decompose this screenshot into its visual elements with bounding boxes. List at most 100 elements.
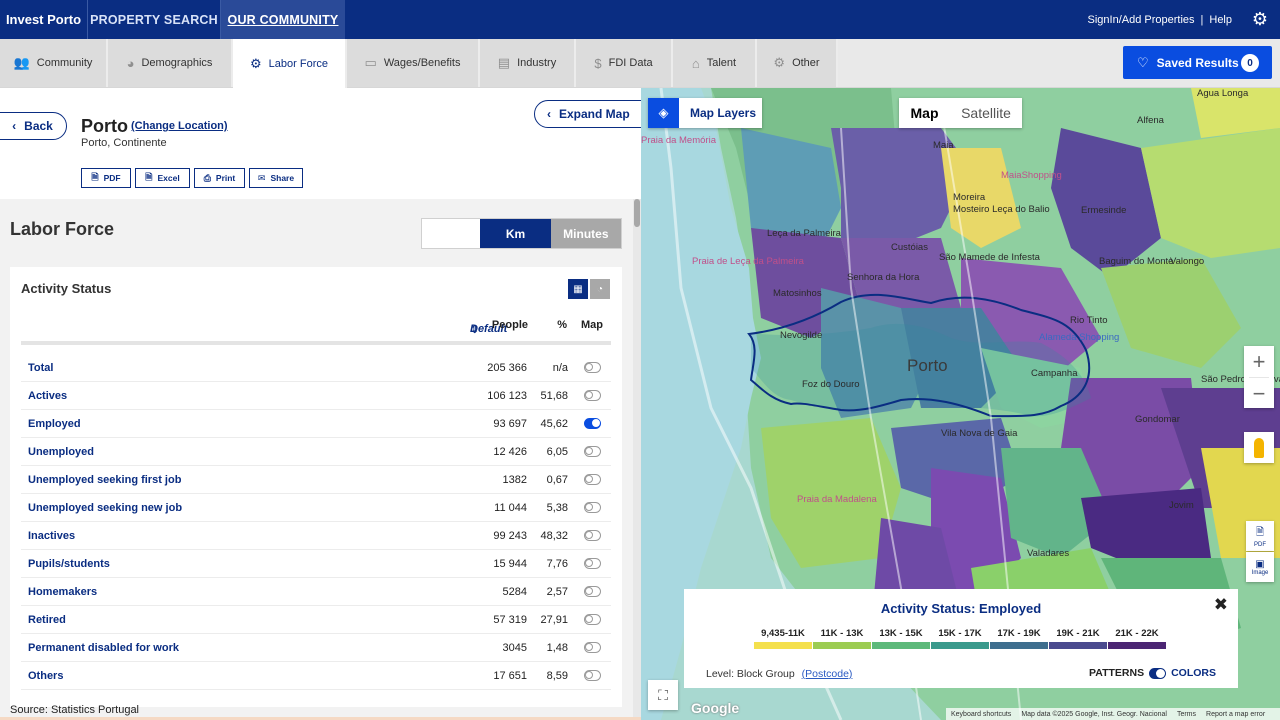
table-row: Unemployed seeking new job 11 044 5,38 (21, 494, 611, 522)
help-link[interactable]: Help (1209, 13, 1232, 26)
map-label-vila-nova-de-gaia: Vila Nova de Gaia (941, 428, 1018, 439)
table-row: Total 205 366 n/a (21, 354, 611, 382)
patterns-label: PATTERNS (1089, 667, 1145, 679)
unit-option-blank[interactable] (422, 219, 481, 248)
saved-results-button[interactable]: ♡ Saved Results 0 (1123, 46, 1272, 79)
location-name: Porto (81, 116, 128, 136)
map-label-valongo: Valongo (1170, 256, 1205, 267)
map-type-satellite[interactable]: Satellite (961, 105, 1011, 121)
nav-property-search[interactable]: PROPERTY SEARCH (88, 0, 221, 39)
legend-item-label: 21K - 22K (1115, 628, 1159, 639)
tab-industry[interactable]: ▤ Industry (480, 39, 576, 87)
map-toggle[interactable] (584, 586, 601, 597)
brand-link[interactable]: Invest Porto (0, 0, 88, 39)
map-toggle[interactable] (584, 474, 601, 485)
map-toggle[interactable] (584, 446, 601, 457)
money-icon: ▭ (364, 55, 377, 70)
zoom-in-button[interactable]: + (1252, 348, 1266, 374)
print-button[interactable]: ⎙ Print (194, 168, 245, 188)
map-toggle[interactable] (584, 362, 601, 373)
legend-item: 15K - 17K (931, 628, 989, 649)
map-toggle[interactable] (584, 558, 601, 569)
file-icon: 🗎 (91, 172, 99, 182)
table-row: Retired 57 319 27,91 (21, 606, 611, 634)
legend-item: 11K - 13K (813, 628, 871, 649)
nav-our-community[interactable]: OUR COMMUNITY (221, 0, 345, 39)
map-image-button[interactable]: ▣ Image (1246, 552, 1274, 582)
map-label-alameda-shopping: Alameda Shopping (1039, 332, 1120, 343)
data-source: Source: Statistics Portugal (10, 704, 140, 716)
pie-icon: ◕ (126, 55, 135, 71)
tab-demographics[interactable]: ◕ Demographics (108, 39, 233, 87)
map-toggle[interactable] (584, 418, 601, 429)
report-error-link[interactable]: Report a map error (1206, 710, 1266, 718)
excel-export-button[interactable]: 🗎 Excel (135, 168, 190, 188)
row-label: Actives (28, 390, 68, 402)
choropleth-map[interactable] (641, 88, 1280, 720)
map-label-matosinhos: Matosinhos (773, 288, 822, 299)
map-type-map[interactable]: Map (910, 105, 939, 121)
back-button[interactable]: ‹ Back (0, 112, 67, 140)
settings-gear-icon[interactable]: ⚙ (1251, 9, 1268, 29)
activity-status-card: Activity Status ▦ ◔ Default ⇕ People % M… (10, 267, 622, 707)
map-layers-button[interactable]: ◈ Map Layers (648, 98, 762, 128)
signin-link[interactable]: SignIn/Add Properties (1087, 13, 1195, 26)
street-view-pegman-icon[interactable] (1244, 432, 1274, 463)
row-percent: 7,76 (546, 558, 568, 570)
map-label-porto: Porto (907, 356, 948, 375)
fullscreen-icon[interactable]: ⛶ (648, 680, 678, 710)
legend-item-label: 11K - 13K (820, 628, 864, 639)
share-button[interactable]: ✉ Share (249, 168, 303, 188)
file-icon: 🗎 (1255, 526, 1265, 538)
expand-map-button[interactable]: ‹ Expand Map (534, 100, 641, 128)
map-label-maia: Maia (933, 140, 954, 151)
tab-talent[interactable]: ⌂ Talent (673, 39, 757, 87)
chevron-left-icon: ‹ (547, 107, 551, 121)
back-label: Back (24, 119, 53, 133)
table-row: Pupils/students 15 944 7,76 (21, 550, 611, 578)
unit-option-km[interactable]: Km (480, 219, 551, 248)
table-view-icon[interactable]: ▦ (568, 279, 588, 299)
location-subtitle: Porto, Continente (81, 137, 167, 149)
map-label-ermesinde: Ermesinde (1081, 205, 1127, 216)
saved-results-count: 0 (1241, 54, 1259, 72)
scrollbar[interactable] (633, 199, 641, 720)
change-location-link[interactable]: (Change Location) (131, 120, 228, 132)
pdf-export-button[interactable]: 🗎 PDF (81, 168, 131, 188)
postcode-level-link[interactable]: (Postcode) (801, 668, 853, 680)
row-percent: 6,05 (546, 446, 568, 458)
map-toggle[interactable] (584, 670, 601, 681)
location-header: ‹ Back Porto (Change Location) Porto, Co… (0, 88, 641, 199)
top-navigation: Invest Porto PROPERTY SEARCH OUR COMMUNI… (0, 0, 1280, 39)
legend-scale: 9,435-11K 11K - 13K 13K - 15K 15K - 17K 17K … (754, 628, 1166, 649)
map-toggle[interactable] (584, 614, 601, 625)
keyboard-shortcuts-link[interactable]: Keyboard shortcuts (951, 710, 1012, 718)
pie-chart-view-icon[interactable]: ◔ (590, 279, 610, 299)
terms-link[interactable]: Terms (1176, 710, 1197, 718)
scrollbar-thumb[interactable] (634, 199, 640, 227)
legend-item-label: 9,435-11K (761, 628, 805, 639)
map-label-senhora-da-hora: Senhora da Hora (847, 272, 920, 283)
zoom-out-button[interactable]: − (1252, 380, 1266, 406)
legend-swatch (990, 642, 1048, 649)
tab-community[interactable]: 👥 Community (0, 39, 108, 87)
map-toggle[interactable] (584, 390, 601, 401)
close-icon[interactable]: ✖ (1213, 595, 1228, 614)
tab-label: Wages/Benefits (383, 57, 461, 69)
toggle-switch[interactable] (1149, 667, 1167, 679)
map-label-praia-leca: Praia de Leça da Palmeira (692, 256, 804, 267)
tab-wages-benefits[interactable]: ▭ Wages/Benefits (347, 39, 480, 87)
tab-fdi-data[interactable]: $ FDI Data (576, 39, 673, 87)
map-toggle[interactable] (584, 530, 601, 541)
map-view[interactable]: Porto Matosinhos Maia Ermesinde Valongo … (641, 88, 1280, 720)
map-toggle[interactable] (584, 642, 601, 653)
tab-labor-force[interactable]: ⚙ Labor Force (233, 39, 347, 88)
table-header: Default ⇕ People % Map (21, 315, 611, 345)
tab-other[interactable]: ⚙ Other (757, 39, 838, 87)
unit-option-minutes[interactable]: Minutes (550, 219, 621, 248)
row-people: 12 426 (493, 446, 527, 458)
row-percent: n/a (552, 362, 568, 374)
patterns-colors-toggle[interactable]: PATTERNS COLORS (1089, 667, 1216, 679)
map-pdf-button[interactable]: 🗎 PDF (1246, 521, 1274, 551)
map-toggle[interactable] (584, 502, 601, 513)
